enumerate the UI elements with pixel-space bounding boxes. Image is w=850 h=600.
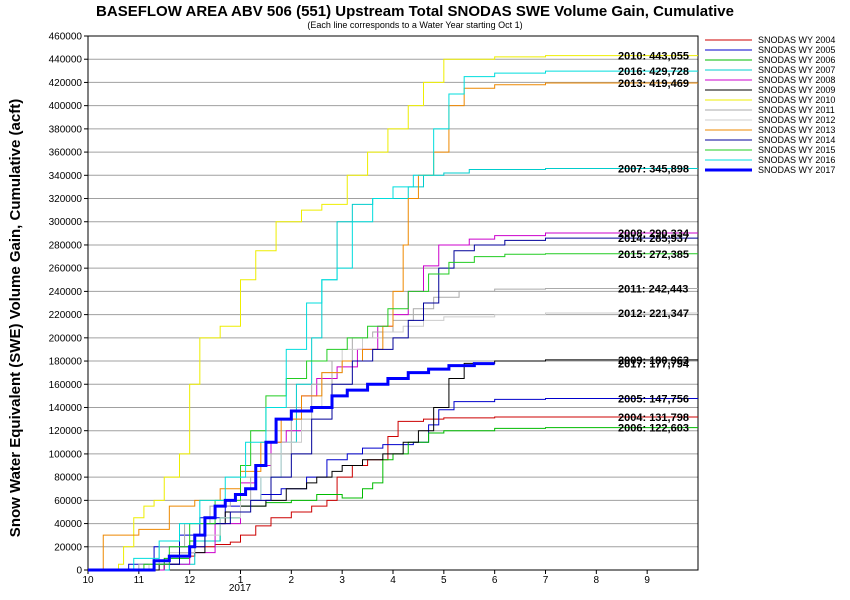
legend-entry: SNODAS WY 2011 [758, 105, 835, 115]
y-tick-label: 80000 [54, 473, 82, 484]
y-axis-label: Snow Water Equivalent (SWE) Volume Gain,… [7, 99, 24, 537]
y-tick-label: 220000 [49, 310, 83, 321]
x-tick-label: 10 [82, 575, 94, 586]
y-tick-label: 200000 [49, 333, 83, 344]
series-lines [88, 55, 698, 572]
series-end-label: 2005: 147,756 [618, 393, 689, 405]
legend-entry: SNODAS WY 2014 [758, 135, 835, 145]
series-line [88, 232, 698, 571]
y-tick-label: 40000 [54, 519, 82, 530]
legend-entry: SNODAS WY 2015 [758, 145, 835, 155]
legend-entry: SNODAS WY 2010 [758, 95, 835, 105]
legend-entry: SNODAS WY 2013 [758, 125, 835, 135]
y-tick-label: 460000 [49, 32, 83, 43]
y-tick-label: 160000 [49, 380, 83, 391]
x-tick-label: 9 [644, 575, 650, 586]
legend-entry: SNODAS WY 2009 [758, 85, 835, 95]
legend-entry: SNODAS WY 2004 [758, 35, 835, 45]
series-line [88, 362, 495, 572]
y-tick-label: 300000 [49, 217, 83, 228]
y-tick-label: 440000 [49, 55, 83, 66]
series-end-label: 2009: 180,963 [618, 355, 689, 367]
y-tick-label: 120000 [49, 426, 83, 437]
series-line [88, 237, 698, 571]
y-tick-label: 320000 [49, 194, 83, 205]
y-tick-label: 240000 [49, 287, 83, 298]
series-end-label: 2012: 221,347 [618, 308, 689, 320]
series-line [88, 70, 698, 571]
series-end-label: 2015: 272,385 [618, 249, 689, 261]
x-tick-label: 1 [238, 575, 244, 586]
x-tick-label: 11 [134, 575, 145, 586]
x-tick-label: 7 [543, 575, 549, 586]
x-tick-label: 8 [594, 575, 600, 586]
series-line [88, 397, 698, 571]
series-line [88, 253, 698, 571]
chart-title: BASEFLOW AREA ABV 506 (551) Upstream Tot… [96, 3, 734, 20]
x-tick-label: 3 [339, 575, 345, 586]
legend-entry: SNODAS WY 2006 [758, 55, 835, 65]
chart-subtitle: (Each line corresponds to a Water Year s… [307, 20, 522, 30]
y-tick-label: 140000 [49, 403, 83, 414]
x-tick-label: 2 [289, 575, 295, 586]
x-tick-label: 4 [390, 575, 396, 586]
series-end-label: 2017: 177,794 [618, 359, 690, 371]
legend-entry: SNODAS WY 2012 [758, 115, 835, 125]
y-tick-label: 380000 [49, 124, 83, 135]
x-axis: 10 11 12 1 2 3 4 5 6 7 8 9 [82, 570, 650, 586]
y-tick-label: 340000 [49, 171, 83, 182]
x-tick-label: 12 [184, 575, 196, 586]
y-tick-label: 360000 [49, 148, 83, 159]
x-tick-label: 6 [492, 575, 498, 586]
series-end-label: 2006: 122,603 [618, 423, 689, 435]
series-end-label: 2016: 429,728 [618, 66, 689, 78]
legend-entry: SNODAS WY 2016 [758, 155, 835, 165]
series-end-label: 2011: 242,443 [618, 284, 688, 296]
y-tick-label: 260000 [49, 264, 83, 275]
y-tick-label: 180000 [49, 357, 83, 368]
series-line [88, 82, 698, 571]
series-end-label: 2014: 285,937 [618, 233, 689, 245]
y-tick-label: 60000 [54, 496, 82, 507]
legend-entry: SNODAS WY 2008 [758, 75, 835, 85]
series-end-label: 2004: 131,798 [618, 412, 689, 424]
x-year-label: 2017 [229, 583, 252, 594]
series-line [88, 167, 698, 571]
end-labels: 2004: 131,798 2005: 147,756 2006: 122,603 2… [618, 51, 690, 435]
series-line [88, 55, 698, 571]
legend-entry: SNODAS WY 2007 [758, 65, 835, 75]
y-tick-label: 280000 [49, 240, 83, 251]
series-end-label: 2010: 443,055 [618, 51, 689, 63]
y-tick-label: 420000 [49, 78, 83, 89]
y-axis: 0 20000 40000 60000 80000 100000 120000 140000 1… [49, 32, 88, 577]
y-tick-label: 0 [76, 566, 82, 577]
series-end-label: 2013: 419,469 [618, 78, 689, 90]
series-end-label: 2007: 345,898 [618, 163, 689, 175]
legend-entry: SNODAS WY 2005 [758, 45, 835, 55]
y-tick-label: 20000 [54, 542, 82, 553]
legend-entry: SNODAS WY 2017 [758, 165, 835, 175]
x-tick-label: 5 [441, 575, 447, 586]
series-end-label: 2008: 290,334 [618, 228, 690, 240]
y-tick-label: 100000 [49, 449, 83, 460]
y-tick-label: 400000 [49, 101, 83, 112]
